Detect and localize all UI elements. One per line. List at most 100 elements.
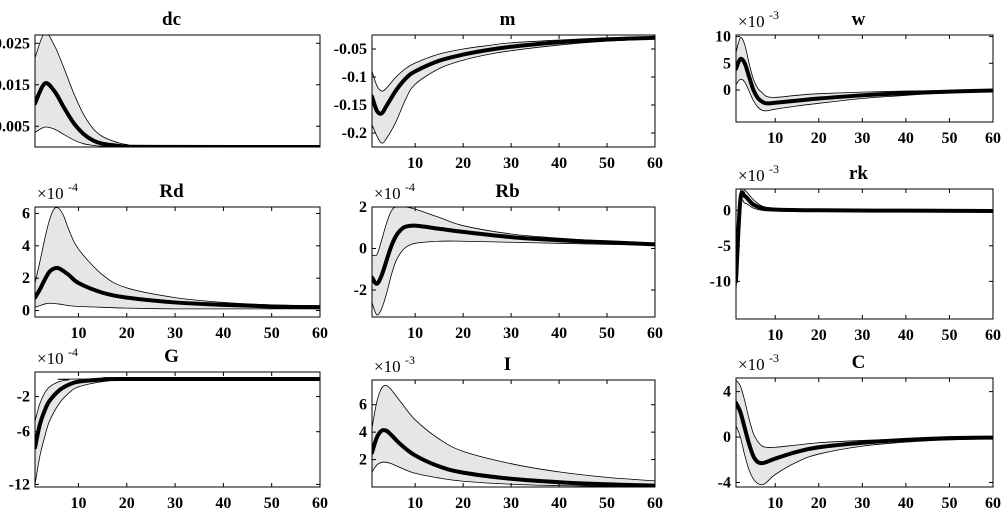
- median-line: [35, 376, 320, 450]
- panel-title: G: [164, 346, 179, 367]
- median-line: [372, 35, 655, 116]
- confidence-band: [736, 37, 993, 112]
- median-line: [35, 265, 320, 310]
- x-tick-label: 60: [312, 325, 328, 342]
- axes-frame: [34, 34, 321, 148]
- y-tick-label: 0.005: [0, 118, 30, 135]
- panel-w: w 0 5 10 10 20 30 40 50 60 ×10 -3: [715, 8, 1001, 147]
- x-tick-label: 60: [985, 495, 1001, 512]
- panel-rd: Rd 0 2 4 6 10 20 30 40 50 60 ×10 -4: [22, 180, 328, 342]
- x-tick-label: 50: [941, 130, 957, 147]
- median-line: [736, 56, 993, 106]
- y-tick-label: 0: [723, 82, 731, 99]
- x-tick-label: 10: [70, 325, 86, 342]
- x-tick-label: 20: [811, 495, 827, 512]
- axes-frame: [34, 206, 321, 318]
- y-tick-label: -6: [17, 424, 30, 441]
- x-tick-label: 30: [167, 325, 183, 342]
- y-tick-label: -12: [9, 476, 30, 493]
- x-tick-label: 30: [503, 325, 519, 342]
- y-tick-label: 0: [359, 241, 367, 258]
- confidence-band: [35, 207, 320, 310]
- x-tick-label: 60: [647, 325, 663, 342]
- y-tick-label: 2: [359, 199, 367, 216]
- axes-frame: [735, 188, 994, 320]
- y-tick-label: 2: [22, 270, 30, 287]
- confidence-band: [372, 36, 655, 144]
- panel-rk: rk -10 -5 0 10 20 30 40 50 60 ×10 -3: [710, 162, 1001, 344]
- x-tick-label: 30: [854, 130, 870, 147]
- x-tick-label: 10: [407, 155, 423, 172]
- y-tick-label: -2: [354, 282, 367, 299]
- x-tick-label: 40: [898, 495, 914, 512]
- plot-area: [372, 35, 655, 144]
- plot-area: [35, 35, 320, 147]
- axes-frame: [371, 34, 656, 148]
- x-tick-label: 20: [811, 130, 827, 147]
- x-tick-label: 50: [941, 327, 957, 344]
- x-tick-label: 30: [854, 327, 870, 344]
- axes-frame: [735, 34, 994, 123]
- axis-exponent-label: ×10: [374, 184, 401, 203]
- x-tick-label: 60: [647, 495, 663, 512]
- plot-area: [35, 376, 320, 485]
- axis-exponent-power: -4: [68, 345, 78, 359]
- axis-exponent-label: ×10: [738, 355, 765, 374]
- panel-dc: dc 0.005 0.015 0.025: [0, 9, 321, 148]
- axis-exponent-power: -3: [769, 162, 779, 176]
- panel-title: w: [852, 9, 866, 30]
- y-tick-label: -0.2: [342, 125, 367, 142]
- axes-frame: [34, 371, 321, 488]
- panel-m: m -0.05 -0.1 -0.15 -0.2 10 20 30 40 50 60: [334, 9, 663, 172]
- confidence-band: [372, 207, 655, 316]
- panel-g: G -2 -6 -12 10 20 30 40 50 60 ×10 -4: [9, 345, 328, 512]
- x-tick-label: 30: [167, 495, 183, 512]
- x-tick-label: 20: [455, 325, 471, 342]
- median-line: [736, 190, 993, 284]
- median-line: [736, 400, 993, 466]
- median-line: [372, 428, 655, 487]
- panel-c: C -4 0 4 10 20 30 40 50 60 ×10 -3: [718, 351, 1001, 512]
- y-tick-label: -0.1: [342, 69, 367, 86]
- x-tick-label: 20: [119, 495, 135, 512]
- x-tick-label: 50: [264, 495, 280, 512]
- x-tick-label: 40: [551, 325, 567, 342]
- y-tick-label: 0: [723, 429, 731, 446]
- x-tick-label: 10: [767, 130, 783, 147]
- axis-exponent-label: ×10: [37, 184, 64, 203]
- y-tick-label: 2: [359, 452, 367, 469]
- x-tick-label: 20: [455, 495, 471, 512]
- confidence-band: [372, 385, 655, 487]
- y-tick-label: 5: [723, 55, 731, 72]
- y-tick-label: 4: [22, 238, 30, 255]
- x-tick-label: 40: [215, 325, 231, 342]
- axis-exponent-power: -3: [405, 353, 415, 367]
- axes-frame: [371, 206, 656, 318]
- axis-exponent-power: -4: [68, 180, 78, 194]
- x-tick-label: 60: [647, 155, 663, 172]
- x-tick-label: 30: [503, 495, 519, 512]
- axis-exponent-power: -3: [769, 8, 779, 22]
- x-tick-label: 20: [811, 327, 827, 344]
- plot-area: [372, 207, 655, 316]
- x-tick-label: 10: [767, 495, 783, 512]
- axis-exponent-label: ×10: [374, 357, 401, 376]
- y-tick-label: -0.05: [334, 41, 367, 58]
- axis-exponent-power: -4: [405, 180, 415, 194]
- y-tick-label: -0.15: [334, 97, 367, 114]
- panel-title: C: [852, 352, 866, 373]
- median-line: [372, 223, 655, 286]
- y-tick-label: 0: [22, 303, 30, 320]
- y-tick-label: -2: [17, 389, 30, 406]
- x-tick-label: 50: [599, 495, 615, 512]
- x-tick-label: 20: [455, 155, 471, 172]
- x-tick-label: 40: [898, 327, 914, 344]
- x-tick-label: 10: [407, 495, 423, 512]
- y-tick-label: 0.015: [0, 77, 30, 94]
- x-tick-label: 60: [985, 327, 1001, 344]
- y-tick-label: 6: [359, 397, 367, 414]
- x-tick-label: 30: [854, 495, 870, 512]
- x-tick-label: 50: [599, 155, 615, 172]
- y-tick-label: 6: [22, 205, 30, 222]
